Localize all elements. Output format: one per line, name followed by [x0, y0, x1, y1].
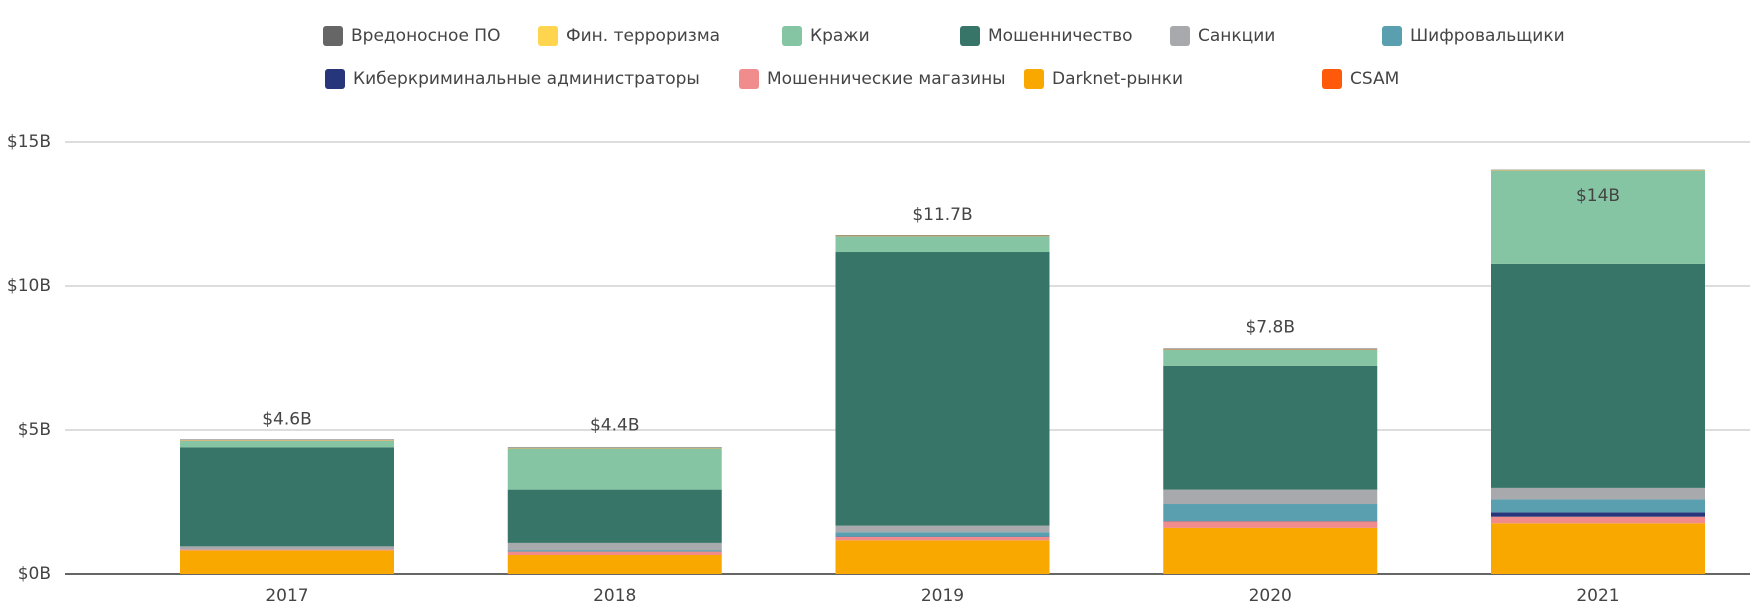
bar-segment	[1491, 170, 1705, 264]
legend-swatch	[1322, 69, 1342, 89]
bar-segment	[1163, 527, 1378, 574]
legend-label: Киберкриминальные администраторы	[353, 69, 700, 89]
bar-segment	[507, 542, 722, 551]
legend-label: Шифровальщики	[1410, 26, 1565, 46]
legend-swatch	[739, 69, 759, 89]
bar-segment	[507, 489, 722, 543]
bar-segment	[1163, 348, 1378, 350]
legend-label: Мошенничество	[988, 26, 1133, 46]
total-label: $7.8B	[1245, 317, 1295, 337]
bar-segment	[835, 525, 1050, 533]
legend-label: CSAM	[1350, 69, 1399, 89]
bar-segment	[1491, 487, 1705, 500]
legend-swatch	[1382, 26, 1402, 46]
legend-label: Вредоносное ПО	[351, 26, 500, 46]
y-tick-label: $15B	[7, 132, 51, 152]
bar-segment	[1163, 504, 1378, 522]
bar-segment	[507, 447, 722, 448]
legend-swatch	[538, 26, 558, 46]
total-label: $11.7B	[912, 205, 972, 225]
bar-segment	[507, 550, 722, 552]
bar-segment	[835, 252, 1050, 526]
bar-segment	[180, 550, 394, 574]
legend-swatch	[323, 26, 343, 46]
legend-swatch	[1024, 69, 1044, 89]
bar-segment	[1163, 521, 1378, 528]
bar-segment	[1491, 499, 1705, 513]
legend-label: Фин. терроризма	[566, 26, 720, 46]
y-tick-label: $0B	[18, 564, 51, 584]
bar-segment	[835, 540, 1050, 574]
total-label: $4.6B	[262, 410, 312, 430]
bar-segment	[1163, 365, 1378, 490]
bar-segment	[180, 439, 394, 441]
bar-segment	[835, 236, 1050, 253]
bar-segment	[835, 532, 1050, 537]
legend-label: Мошеннические магазины	[767, 69, 1006, 89]
legend-label: Darknet-рынки	[1052, 69, 1183, 89]
bar-segment	[180, 447, 394, 547]
bar-segment	[835, 536, 1050, 541]
bar-segment	[180, 549, 394, 551]
x-tick-label: 2017	[265, 586, 308, 606]
y-tick-label: $5B	[18, 420, 51, 440]
legend-label: Кражи	[810, 26, 870, 46]
y-tick-label: $10B	[7, 276, 51, 296]
x-tick-label: 2019	[921, 586, 964, 606]
legend-swatch	[325, 69, 345, 89]
x-tick-label: 2020	[1249, 586, 1292, 606]
bar-segment	[507, 551, 722, 555]
bar-segment	[1163, 489, 1378, 505]
bar-segment	[1491, 516, 1705, 524]
bar-segment	[180, 440, 394, 448]
legend-swatch	[1170, 26, 1190, 46]
legend-label: Санкции	[1198, 26, 1275, 46]
bar-segment	[507, 554, 722, 574]
bar-segment	[1491, 512, 1705, 517]
bar-segment	[1163, 349, 1378, 366]
bar-segment	[1491, 263, 1705, 488]
bar-segment	[507, 448, 722, 490]
total-label: $14B	[1576, 186, 1620, 206]
total-label: $4.4B	[590, 415, 640, 435]
bar-segment	[835, 235, 1050, 236]
bar-segment	[180, 546, 394, 550]
legend-swatch	[960, 26, 980, 46]
x-tick-label: 2018	[593, 586, 636, 606]
x-tick-label: 2021	[1576, 586, 1619, 606]
bar-segment	[1491, 523, 1705, 574]
legend-swatch	[782, 26, 802, 46]
